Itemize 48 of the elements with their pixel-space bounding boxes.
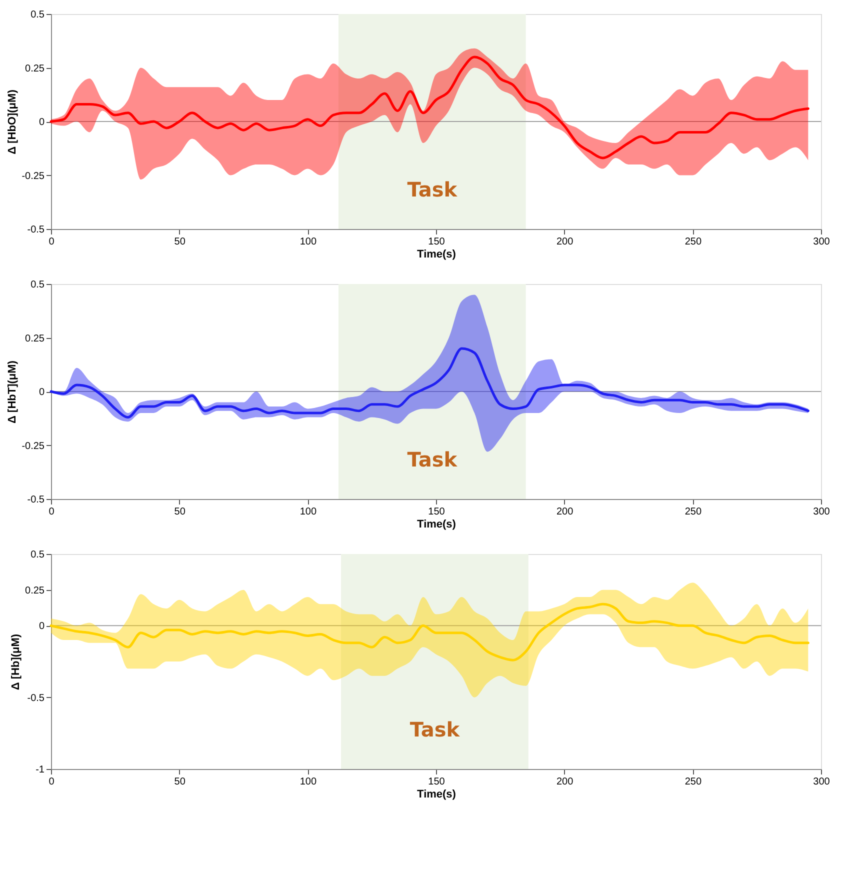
x-tick-label: 150 — [428, 236, 446, 248]
x-tick-label: 250 — [684, 506, 702, 518]
x-tick-label: 0 — [48, 776, 55, 788]
x-tick-label: 250 — [684, 776, 702, 788]
y-axis-title: Δ [Hb](μM) — [10, 634, 22, 690]
x-tick-label: 250 — [684, 236, 702, 248]
line-series — [50, 347, 810, 419]
y-tick-label: -0.5 — [27, 494, 45, 506]
y-tick-label: 0.25 — [25, 63, 45, 74]
y-tick-label: 0 — [38, 621, 45, 632]
y-axis-title: Δ [HbO](μM) — [6, 89, 19, 154]
x-tick-label: 200 — [556, 776, 574, 788]
x-tick-label: 100 — [300, 506, 317, 518]
x-tick-label: 150 — [428, 776, 446, 788]
y-tick-label: 0.5 — [30, 10, 45, 20]
band-label: Task — [407, 447, 458, 472]
line-series — [50, 56, 810, 160]
x-tick-label: 50 — [174, 506, 186, 518]
band-label: Task — [407, 177, 458, 202]
x-tick-label: 150 — [428, 506, 446, 518]
x-axis-title: Time(s) — [417, 518, 456, 530]
x-axis-title: Time(s) — [417, 788, 456, 800]
y-tick-label: 0 — [38, 117, 45, 128]
y-tick-label: 0.25 — [25, 333, 45, 344]
x-tick-label: 100 — [300, 776, 317, 788]
y-tick-label: 0.5 — [30, 280, 45, 290]
x-tick-label: 300 — [813, 506, 830, 518]
x-tick-label: 200 — [556, 506, 574, 518]
y-axis-title: Δ [HbT](μM) — [6, 360, 19, 424]
x-tick-label: 0 — [48, 236, 55, 248]
x-tick-label: 200 — [556, 236, 574, 248]
y-tick-label: -1 — [36, 764, 45, 776]
x-axis-title: Time(s) — [417, 248, 456, 260]
y-tick-label: -0.5 — [27, 692, 45, 704]
x-tick-label: 0 — [48, 506, 55, 518]
band-label: Task — [410, 717, 460, 742]
x-tick-label: 50 — [174, 776, 186, 788]
x-tick-label: 100 — [300, 236, 317, 248]
line-series — [50, 602, 810, 662]
y-tick-label: 0 — [38, 387, 45, 398]
y-tick-label: 0.25 — [25, 585, 45, 596]
y-tick-label: 0.5 — [30, 550, 45, 560]
y-tick-label: -0.25 — [22, 440, 45, 452]
y-tick-label: -0.25 — [22, 170, 45, 182]
x-tick-label: 300 — [813, 776, 830, 788]
x-tick-label: 300 — [813, 236, 830, 248]
y-tick-label: -0.5 — [27, 224, 45, 236]
x-tick-label: 50 — [174, 236, 186, 248]
